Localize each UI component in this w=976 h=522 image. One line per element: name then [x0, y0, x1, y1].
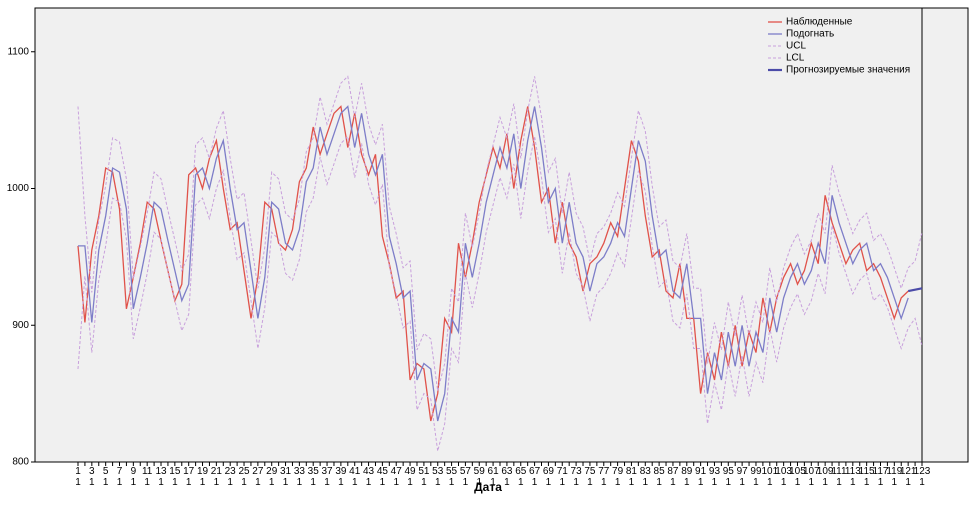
y-tick-label: 1000	[7, 183, 30, 194]
x-tick-label: 121 1	[899, 466, 917, 488]
x-tick-label: 33 1	[293, 466, 305, 488]
x-tick-label: 45 1	[376, 466, 388, 488]
x-tick-label: 41 1	[349, 466, 361, 488]
x-tick-label: 69 1	[542, 466, 554, 488]
legend-label: Наблюденные	[786, 16, 853, 28]
x-tick-label: 17 1	[183, 466, 195, 488]
x-tick-label: 35 1	[307, 466, 319, 488]
x-tick-label: 79 1	[612, 466, 624, 488]
x-tick-label: 29 1	[266, 466, 278, 488]
x-tick-label: 113 1	[844, 466, 861, 488]
x-tick-label: 91 1	[695, 466, 707, 488]
x-tick-label: 57 1	[459, 466, 471, 488]
x-tick-label: 85 1	[653, 466, 665, 488]
x-tick-label: 39 1	[335, 466, 347, 488]
x-tick-label: 61 1	[487, 466, 499, 488]
x-tick-label: 13 1	[155, 466, 167, 488]
x-tick-label: 75 1	[584, 466, 596, 488]
x-tick-label: 77 1	[598, 466, 610, 488]
x-tick-label: 63 1	[501, 466, 513, 488]
x-tick-label: 119 1	[886, 466, 903, 488]
legend-label: Подогнать	[786, 29, 834, 40]
x-tick-label: 21 1	[210, 466, 222, 488]
x-tick-label: 37 1	[321, 466, 333, 488]
series-line	[77, 105, 909, 422]
x-tick-label: 103 1	[775, 466, 792, 488]
x-tick-label: 107 1	[802, 466, 820, 488]
x-tick-label: 95 1	[722, 466, 734, 488]
x-tick-label: 25 1	[238, 466, 250, 488]
x-tick-label: 15 1	[169, 466, 181, 488]
x-axis-title: Дата	[474, 480, 502, 494]
x-tick-label: 105 1	[789, 466, 806, 488]
x-tick-label: 51 1	[418, 466, 430, 488]
x-tick-label: 31 1	[279, 466, 292, 488]
x-tick-label: 3 1	[89, 466, 95, 488]
x-tick-label: 93 1	[708, 466, 721, 488]
x-tick-label: 53 1	[432, 466, 444, 488]
x-tick-label: 73 1	[570, 466, 582, 488]
x-tick-label: 59 1	[473, 466, 485, 488]
x-tick-label: 7 1	[116, 466, 123, 488]
x-tick-label: 11 1	[141, 466, 153, 488]
series-line	[78, 105, 909, 422]
x-tick-label: 109 1	[816, 466, 834, 488]
x-tick-label: 65 1	[515, 466, 527, 488]
x-tick-label: 19 1	[196, 466, 209, 488]
series-line	[77, 135, 923, 452]
y-tick-label: 800	[12, 457, 29, 468]
legend-label: Прогнозируемые значения	[786, 65, 910, 76]
x-tick-label: 87 1	[667, 466, 679, 488]
x-tick-label: 23 1	[224, 466, 236, 488]
x-tick-label: 111 1	[831, 466, 847, 488]
legend-label: LCL	[786, 53, 805, 64]
x-tick-label: 71 1	[556, 466, 568, 488]
x-tick-label: 49 1	[404, 466, 416, 488]
x-tick-label: 123 1	[913, 466, 931, 488]
x-tick-label: 1 1	[75, 466, 81, 488]
x-tick-label: 83 1	[639, 466, 651, 488]
x-tick-label: 47 1	[390, 466, 402, 488]
x-tick-label: 81 1	[625, 466, 637, 488]
x-tick-label: 89 1	[681, 466, 693, 488]
series-line	[77, 75, 923, 392]
y-tick-label: 900	[12, 320, 29, 331]
x-tick-label: 5 1	[102, 466, 109, 488]
x-tick-label: 99 1	[750, 466, 762, 488]
x-tick-label: 27 1	[252, 466, 264, 488]
x-tick-label: 67 1	[529, 466, 541, 488]
x-tick-label: 115 1	[858, 466, 875, 488]
series-line	[907, 287, 923, 293]
y-tick-label: 1100	[7, 46, 29, 57]
x-tick-label: 101 1	[761, 466, 779, 488]
x-tick-label: 117 1	[872, 466, 889, 488]
x-tick-label: 9 1	[130, 466, 137, 488]
x-tick-label: 55 1	[446, 466, 458, 488]
x-tick-label: 43 1	[362, 466, 375, 488]
legend-label: UCL	[786, 41, 806, 52]
x-tick-label: 97 1	[736, 466, 748, 488]
